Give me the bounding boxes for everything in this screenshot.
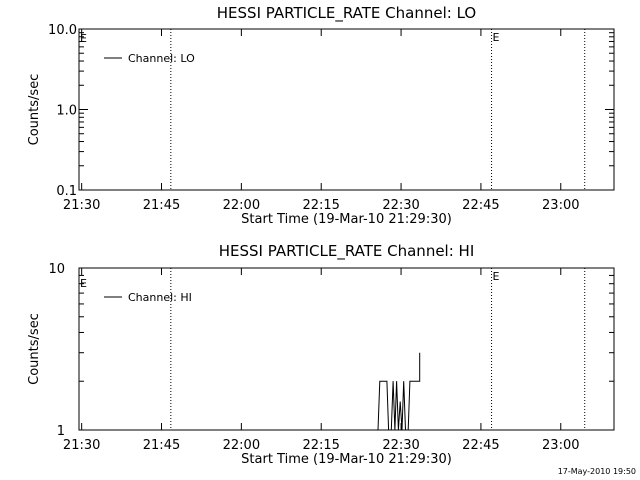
x-tick-label: 21:30: [63, 438, 100, 453]
chart-title: HESSI PARTICLE_RATE Channel: HI: [219, 242, 475, 261]
event-marker-label: E: [493, 31, 500, 44]
y-tick-label: 10: [48, 262, 65, 277]
chart-panel-2: HESSI PARTICLE_RATE Channel: HI 21:30 21:4…: [27, 242, 615, 467]
x-tick-label: 21:30: [63, 198, 100, 213]
x-tick-label: 22:15: [302, 198, 339, 213]
y-tick-label: 1: [57, 424, 65, 439]
chart-panel-1: HESSI PARTICLE_RATE Channel: LO 21:30 21:4…: [27, 4, 615, 227]
x-axis-label: Start Time (19-Mar-10 21:29:30): [241, 452, 452, 467]
edge-label: E: [80, 32, 87, 45]
legend-label: Channel: LO: [128, 52, 195, 65]
legend-label: Channel: HI: [128, 291, 192, 304]
x-tick-label: 21:45: [143, 438, 180, 453]
edge-label: E: [80, 277, 87, 290]
series-line: [377, 352, 421, 431]
plot-frame: [78, 267, 615, 431]
plot-timestamp: 17-May-2010 19:50: [558, 467, 636, 476]
x-tick-label: 22:15: [302, 438, 339, 453]
x-tick-label: 22:00: [223, 438, 260, 453]
y-axis-label: Counts/sec: [27, 313, 42, 385]
chart-title: HESSI PARTICLE_RATE Channel: LO: [217, 4, 476, 23]
x-tick-label: 22:30: [382, 438, 419, 453]
x-tick-label: 23:00: [542, 438, 579, 453]
x-tick-label: 21:45: [143, 198, 180, 213]
x-tick-label: 22:00: [223, 198, 260, 213]
x-axis-label: Start Time (19-Mar-10 21:29:30): [241, 212, 452, 227]
event-marker-label: E: [493, 270, 500, 283]
x-tick-label: 22:45: [462, 198, 499, 213]
y-tick-label: 0.1: [56, 184, 77, 199]
x-tick-label: 22:30: [382, 198, 419, 213]
y-tick-label: 1.0: [56, 104, 77, 119]
y-axis-label: Counts/sec: [27, 74, 42, 146]
x-tick-label: 22:45: [462, 438, 499, 453]
x-tick-label: 23:00: [542, 198, 579, 213]
y-tick-label: 10.0: [48, 23, 77, 38]
